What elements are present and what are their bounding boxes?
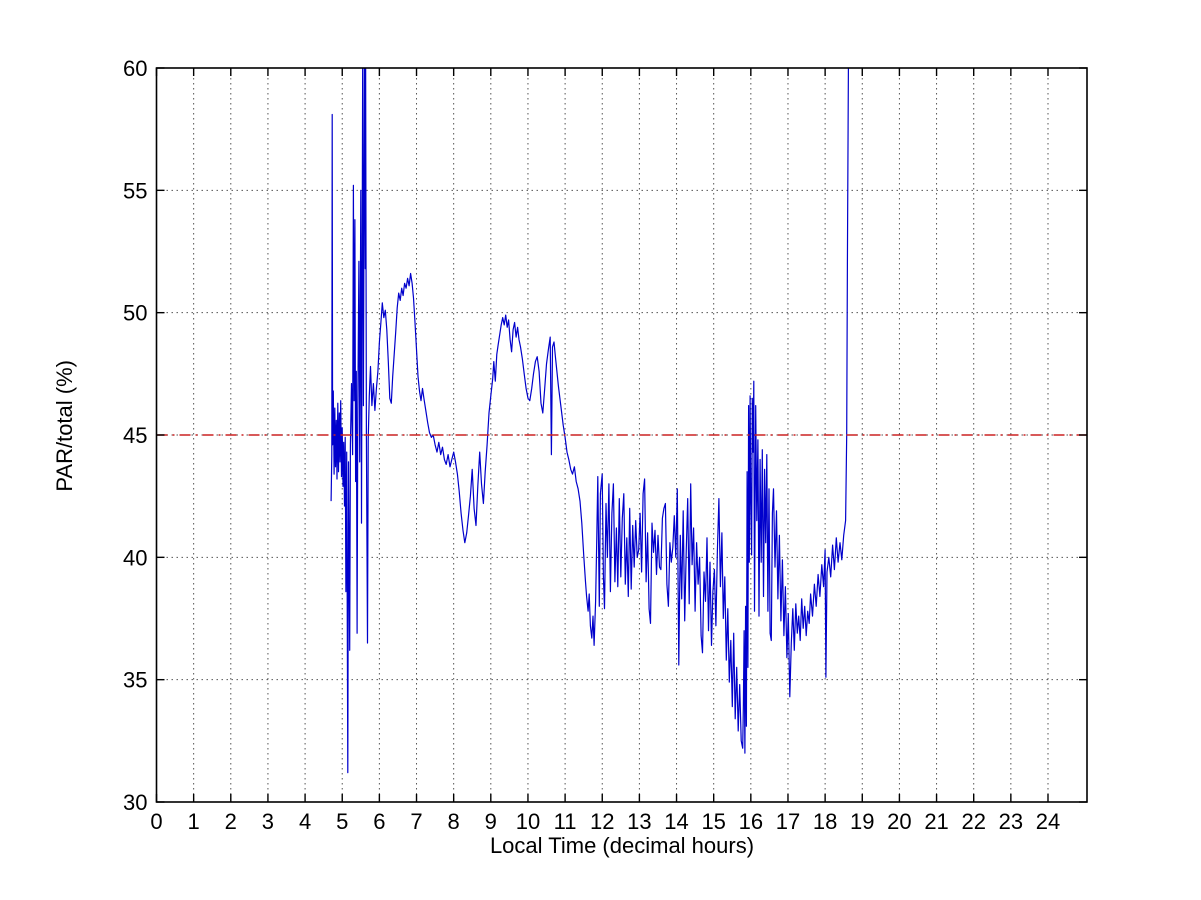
x-axis-title: Local Time (decimal hours) [489, 833, 755, 858]
x-tick-label: 13 [627, 809, 651, 834]
x-tick-label: 16 [739, 809, 763, 834]
y-tick-label: 45 [123, 423, 147, 448]
y-tick-label: 60 [123, 56, 147, 81]
y-tick-label: 40 [123, 545, 147, 570]
x-tick-label: 14 [664, 809, 688, 834]
x-tick-label: 7 [410, 809, 422, 834]
x-tick-label: 22 [961, 809, 985, 834]
x-tick-label: 21 [924, 809, 948, 834]
y-tick-label: 55 [123, 178, 147, 203]
x-tick-label: 2 [225, 809, 237, 834]
x-tick-label: 4 [299, 809, 311, 834]
x-tick-label: 1 [188, 809, 200, 834]
x-tick-label: 17 [776, 809, 800, 834]
x-tick-label: 12 [590, 809, 614, 834]
y-axis-title: PAR/total (%) [52, 360, 77, 492]
y-tick-label: 35 [123, 668, 147, 693]
x-tick-label: 24 [1036, 809, 1060, 834]
x-tick-label: 20 [887, 809, 911, 834]
x-tick-label: 0 [150, 809, 162, 834]
x-tick-label: 8 [448, 809, 460, 834]
y-tick-label: 50 [123, 301, 147, 326]
x-tick-label: 23 [999, 809, 1023, 834]
x-tick-label: 5 [336, 809, 348, 834]
data-line-par-total [330, 68, 849, 774]
x-tick-label: 15 [701, 809, 725, 834]
x-tick-label: 9 [485, 809, 497, 834]
x-tick-label: 3 [262, 809, 274, 834]
x-tick-label: 19 [850, 809, 874, 834]
x-tick-label: 10 [516, 809, 540, 834]
x-tick-label: 11 [554, 809, 577, 834]
y-tick-label: 30 [123, 790, 147, 815]
x-tick-label: 6 [373, 809, 385, 834]
x-tick-label: 18 [813, 809, 837, 834]
